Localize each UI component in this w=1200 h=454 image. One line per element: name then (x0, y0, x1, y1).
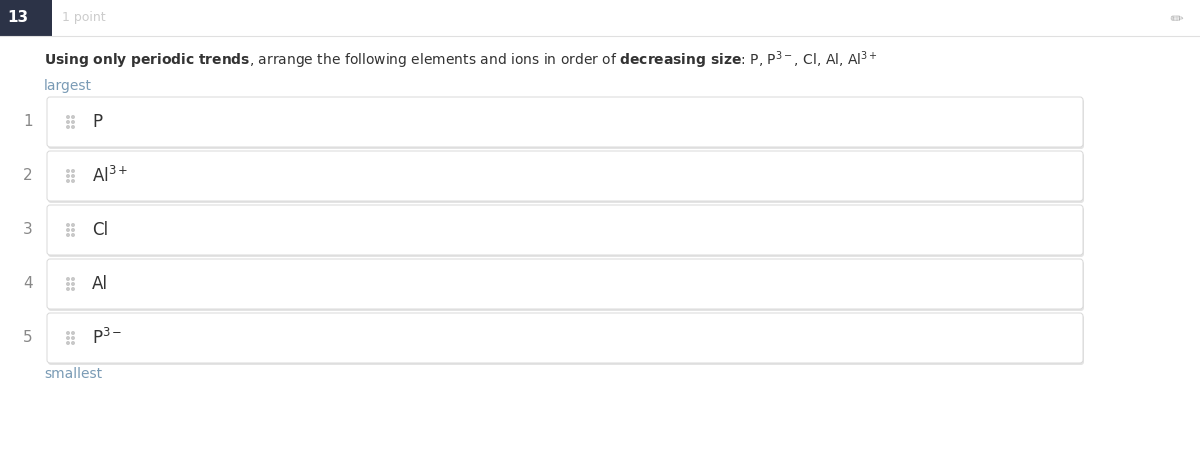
Circle shape (72, 234, 74, 236)
Circle shape (67, 342, 70, 344)
Circle shape (72, 337, 74, 339)
Circle shape (67, 337, 70, 339)
Circle shape (67, 121, 70, 123)
Text: 13: 13 (7, 10, 29, 25)
FancyBboxPatch shape (48, 315, 1084, 365)
Text: Cl: Cl (92, 221, 108, 239)
Circle shape (72, 180, 74, 183)
Circle shape (67, 180, 70, 183)
Circle shape (67, 332, 70, 334)
FancyBboxPatch shape (48, 99, 1084, 149)
FancyBboxPatch shape (47, 259, 1084, 309)
Circle shape (67, 283, 70, 285)
FancyBboxPatch shape (48, 153, 1084, 203)
Circle shape (67, 224, 70, 226)
Circle shape (67, 116, 70, 118)
Circle shape (72, 116, 74, 118)
Circle shape (72, 170, 74, 173)
Circle shape (72, 288, 74, 290)
FancyBboxPatch shape (47, 205, 1084, 255)
Text: $\bf{Using\ only\ periodic\ trends}$, arrange the following elements and ions in: $\bf{Using\ only\ periodic\ trends}$, ar… (44, 49, 877, 71)
FancyBboxPatch shape (48, 261, 1084, 311)
Circle shape (72, 229, 74, 231)
Text: Al: Al (92, 275, 108, 293)
Text: 5: 5 (23, 331, 32, 345)
FancyBboxPatch shape (47, 151, 1084, 201)
Circle shape (72, 126, 74, 128)
Bar (0, 0, 1200, 36)
Circle shape (72, 121, 74, 123)
Circle shape (72, 175, 74, 178)
Circle shape (72, 283, 74, 285)
Circle shape (67, 170, 70, 173)
Text: Al$^{3+}$: Al$^{3+}$ (92, 166, 128, 186)
Circle shape (67, 229, 70, 231)
Text: ✎: ✎ (1168, 8, 1188, 28)
Text: P: P (92, 113, 102, 131)
Circle shape (67, 234, 70, 236)
Text: 3: 3 (23, 222, 32, 237)
Circle shape (72, 278, 74, 280)
Circle shape (67, 126, 70, 128)
Circle shape (72, 224, 74, 226)
Circle shape (72, 332, 74, 334)
Circle shape (67, 278, 70, 280)
Circle shape (67, 175, 70, 178)
Text: 1: 1 (23, 114, 32, 129)
Text: 2: 2 (23, 168, 32, 183)
FancyBboxPatch shape (48, 207, 1084, 257)
Text: largest: largest (44, 79, 92, 93)
Circle shape (67, 288, 70, 290)
Circle shape (72, 342, 74, 344)
Text: smallest: smallest (44, 367, 102, 381)
Text: P$^{3-}$: P$^{3-}$ (92, 328, 122, 348)
FancyBboxPatch shape (47, 97, 1084, 147)
Bar (0, 0, 52, 36)
FancyBboxPatch shape (47, 313, 1084, 363)
Text: 1 point: 1 point (62, 11, 106, 25)
Text: 4: 4 (23, 276, 32, 291)
